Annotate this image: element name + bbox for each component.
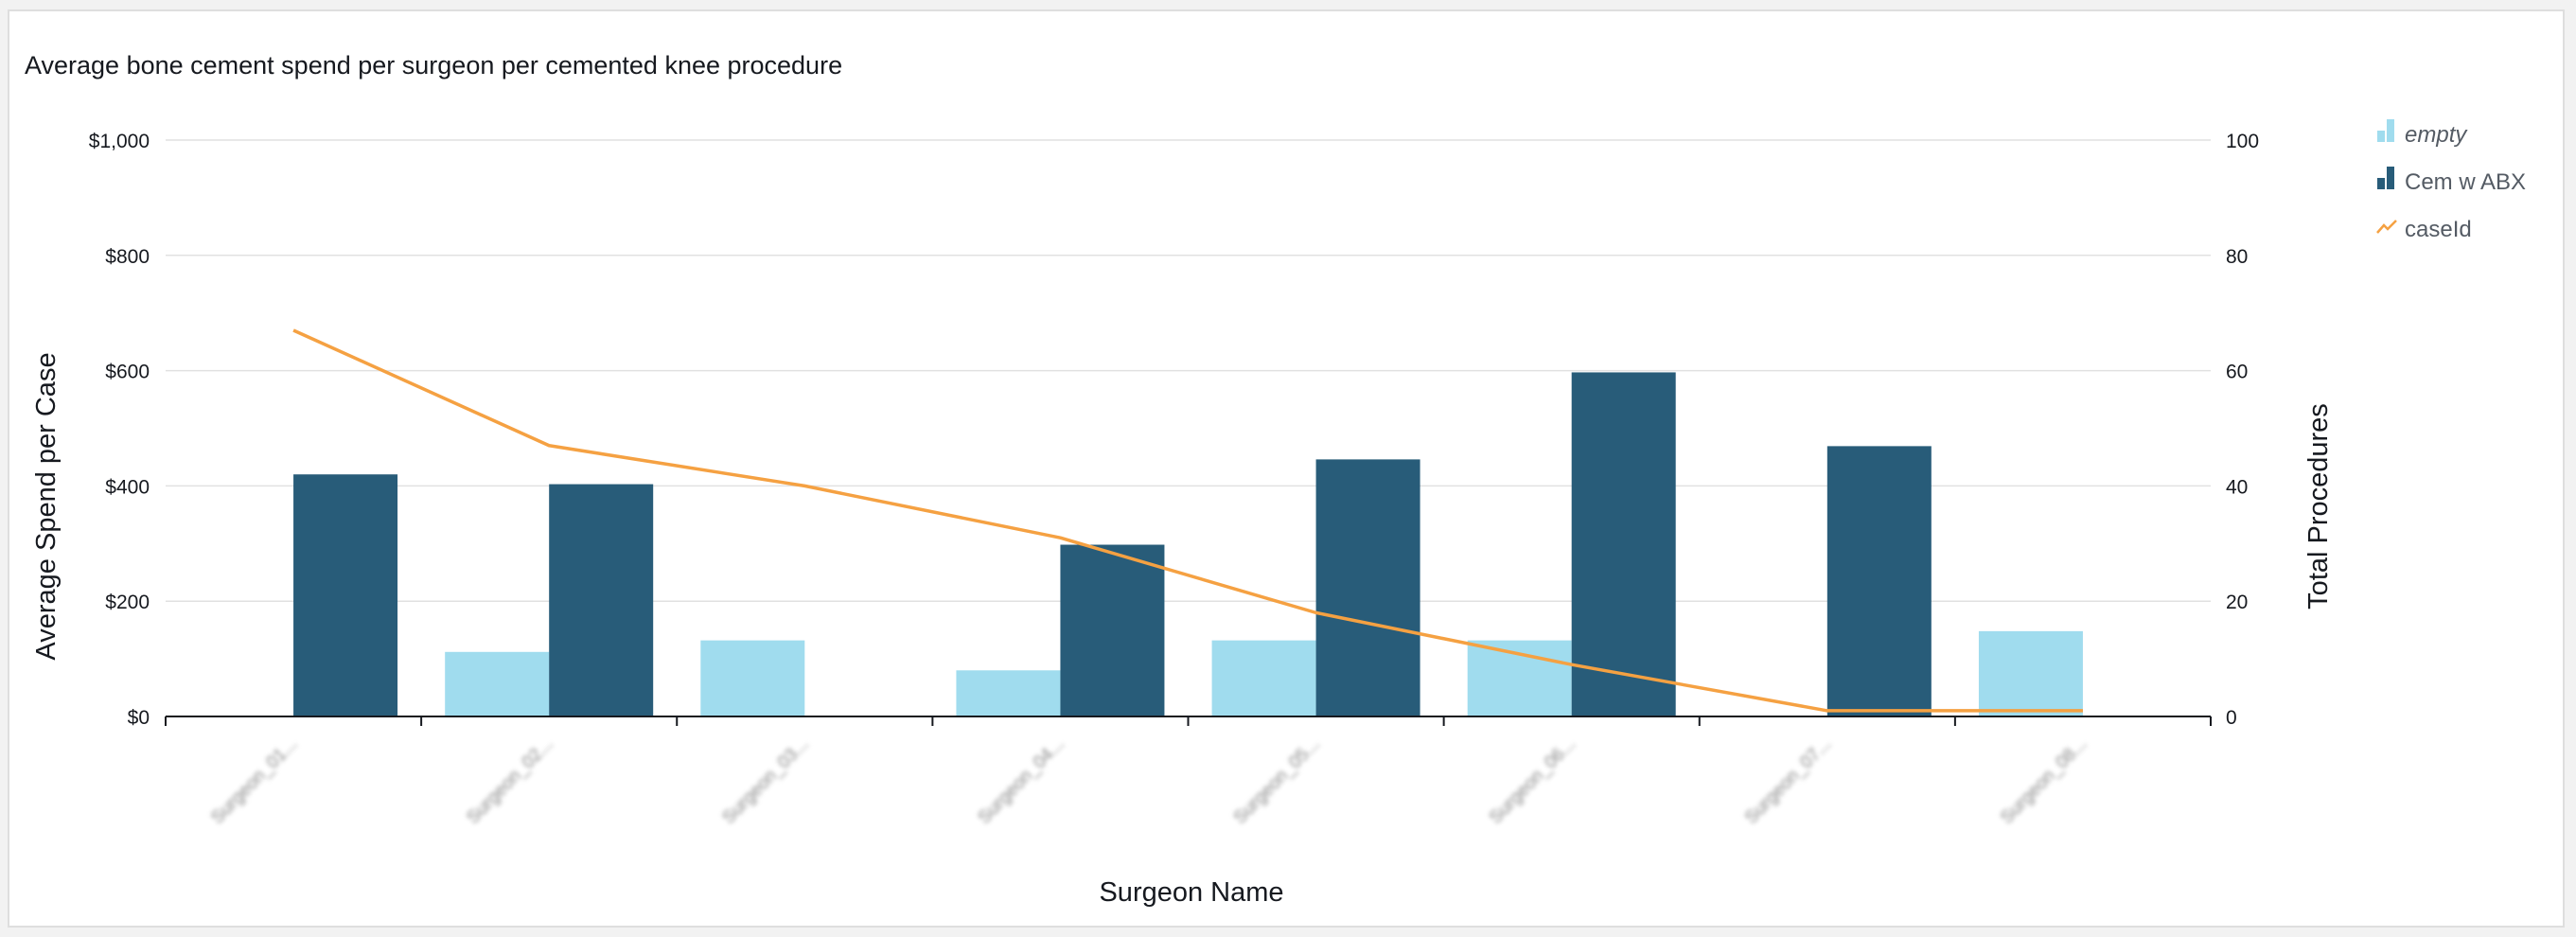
bar-cem-w-abx [1315,459,1420,716]
legend-label-caseid: caseId [2405,217,2472,242]
y2-tick-label: 40 [2226,476,2248,498]
y-tick-label: $600 [105,362,150,383]
y-tick-label: $0 [128,707,150,729]
y2-tick-label: 20 [2226,592,2248,613]
bar-empty [1467,640,1572,716]
legend-item-empty[interactable]: empty [2377,119,2468,148]
y-tick-label: $1,000 [89,131,150,152]
legend: empty Cem w ABX caseId [2376,119,2526,242]
bar-empty [956,670,1061,716]
legend-item-caseid[interactable]: caseId [2376,217,2472,242]
bar-empty [445,651,550,716]
bar-empty [1978,630,2083,716]
y-tick-label: $400 [105,476,150,498]
category-label: Surgeon_06... [1486,734,1579,828]
y-axis-ticks: $0 $200 $400 $600 $800 $1,000 [89,131,150,729]
legend-label-cem-w-abx: Cem w ABX [2405,169,2526,195]
bars-layer [293,372,2083,716]
category-label: Surgeon_05... [1230,734,1324,828]
y2-tick-label: 60 [2226,362,2248,383]
chart-panel [8,9,2565,928]
y2-tick-label: 80 [2226,246,2248,268]
y2-tick-label: 100 [2226,131,2259,152]
x-axis [165,716,2212,726]
category-label: Surgeon_03... [719,734,813,828]
legend-swatch-icon [2377,131,2385,142]
legend-swatch-icon [2387,119,2394,142]
bar-cem-w-abx [1826,446,1932,716]
chart-title: Average bone cement spend per surgeon pe… [25,51,842,80]
y-tick-label: $800 [105,246,150,268]
y2-axis-ticks: 0 20 40 60 80 100 [2226,131,2259,729]
category-label: Surgeon_01... [207,734,301,828]
category-label: Surgeon_07... [1741,734,1835,828]
bar-empty [700,640,805,716]
bar-cem-w-abx [1060,544,1165,716]
bar-empty [1211,640,1316,716]
y2-axis-title: Total Procedures [2303,403,2334,610]
legend-swatch-icon [2377,178,2385,189]
y-axis-title: Average Spend per Case [31,352,62,660]
legend-item-cem-w-abx[interactable]: Cem w ABX [2377,167,2526,195]
bar-cem-w-abx [549,484,654,716]
line-legend-icon [2376,220,2397,234]
category-label: Surgeon_04... [975,734,1068,828]
category-label: Surgeon_08... [1997,734,2091,828]
bar-cem-w-abx [293,474,398,716]
line-series-caseid [292,328,2083,713]
line-layer [292,328,2083,713]
x-axis-title: Surgeon Name [1099,877,1283,908]
bar-cem-w-abx [1571,372,1676,716]
y-tick-label: $200 [105,592,150,613]
legend-swatch-icon [2387,167,2394,189]
category-labels: Surgeon_01... Surgeon_02... Surgeon_03... S… [207,734,2091,828]
y2-tick-label: 0 [2226,707,2237,729]
legend-label-empty: empty [2405,122,2468,148]
category-label: Surgeon_02... [463,734,556,828]
